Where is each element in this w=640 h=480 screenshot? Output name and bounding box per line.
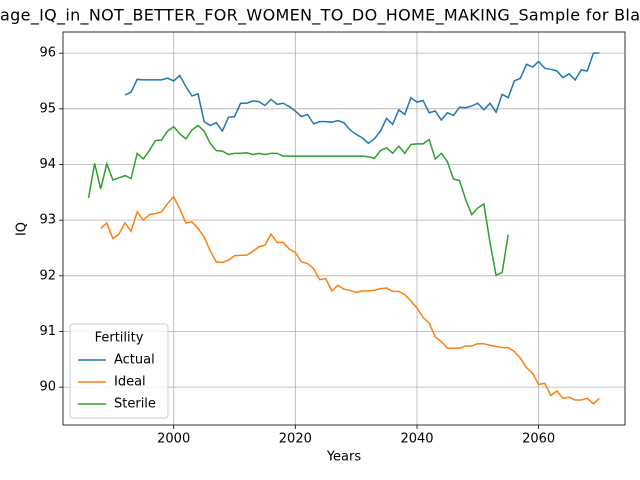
chart-title: age_IQ_in_NOT_BETTER_FOR_WOMEN_TO_DO_HOM… <box>0 6 640 26</box>
y-tick-label: 96 <box>39 46 56 61</box>
plot-frame <box>62 31 626 426</box>
x-tick-label: 2020 <box>279 432 312 447</box>
x-tick-label: 2040 <box>400 432 433 447</box>
x-tick-label: 2000 <box>157 432 190 447</box>
x-tick-label: 2060 <box>522 432 555 447</box>
legend-label: Ideal <box>114 375 146 390</box>
legend: Fertility Actual Ideal Sterile <box>69 323 169 419</box>
line-series <box>87 124 509 277</box>
legend-title: Fertility <box>95 331 144 346</box>
legend-label: Sterile <box>114 397 156 412</box>
x-axis-label: Years <box>326 450 362 465</box>
y-tick-label: 95 <box>39 101 56 116</box>
y-tick-label: 94 <box>39 157 56 172</box>
y-tick-label: 92 <box>39 268 56 283</box>
legend-box <box>69 323 169 419</box>
y-tick-label: 91 <box>39 324 56 339</box>
line-series <box>100 195 600 405</box>
y-axis-label: IQ <box>15 222 30 236</box>
y-tick-label: 93 <box>39 213 56 228</box>
legend-label: Actual <box>114 353 155 368</box>
line-series <box>124 52 600 145</box>
y-tick-label: 90 <box>39 380 56 395</box>
